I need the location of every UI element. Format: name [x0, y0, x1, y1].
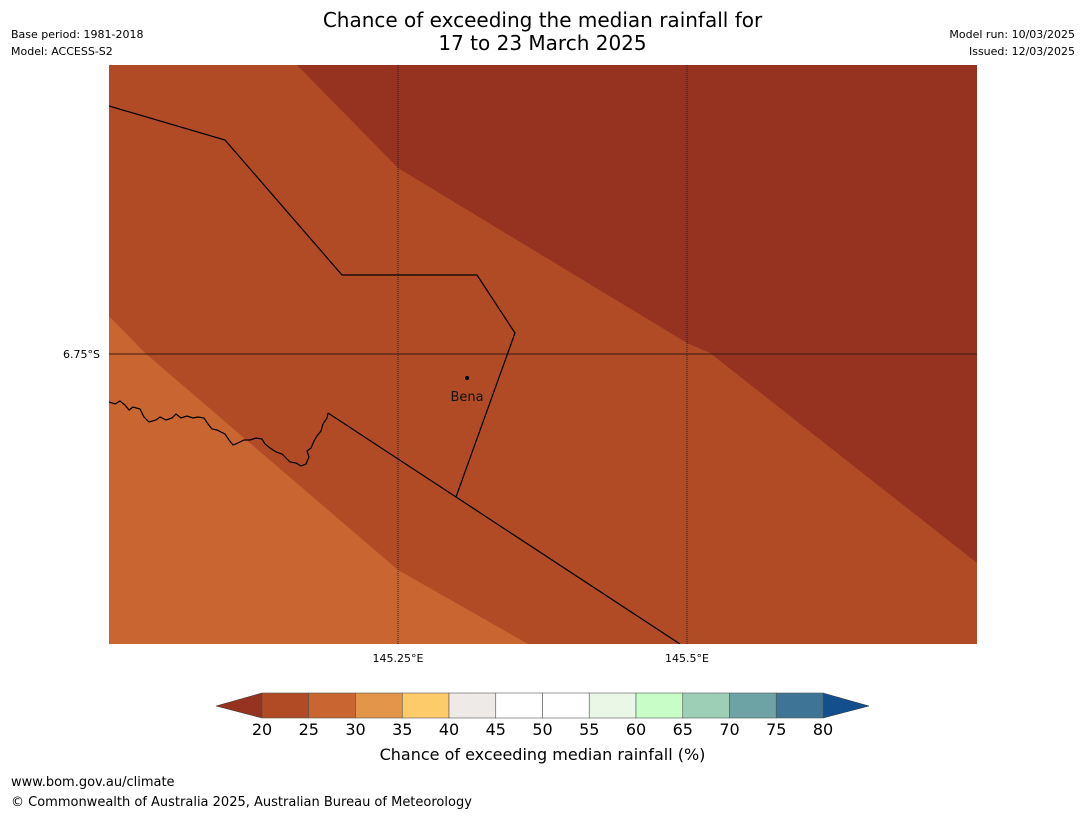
district-boundary-south — [327, 412, 681, 644]
colorbar-ticks: 20 25 30 35 40 45 50 55 60 65 70 75 80 — [252, 720, 833, 739]
colorbar-segment — [261, 692, 310, 719]
colorbar-over-arrow — [822, 692, 870, 719]
model-run: Model run: 10/03/2025 — [949, 28, 1075, 41]
colorbar-tick-label: 50 — [532, 720, 552, 739]
longitude-label-1: 145.25°E — [373, 652, 424, 665]
colorbar-segment — [495, 692, 543, 719]
footer-copyright: © Commonwealth of Australia 2025, Austra… — [11, 795, 472, 810]
colorbar-tick-label: 20 — [252, 720, 272, 739]
colorbar-segment — [635, 692, 684, 719]
footer-url[interactable]: www.bom.gov.au/climate — [11, 775, 175, 790]
colorbar-tick-label: 65 — [673, 720, 693, 739]
latitude-label: 6.75°S — [63, 348, 100, 361]
colorbar-tick-label: 40 — [439, 720, 459, 739]
colorbar-segment — [775, 692, 824, 719]
map-title-line2: 17 to 23 March 2025 — [438, 31, 647, 55]
colorbar-segment — [729, 692, 777, 719]
colorbar-segment — [401, 692, 450, 719]
colorbar-tick-label: 35 — [392, 720, 412, 739]
river-line — [109, 400, 329, 467]
map-title-line1: Chance of exceeding the median rainfall … — [322, 8, 763, 32]
colorbar-tick-label: 45 — [486, 720, 506, 739]
colorbar-segment — [308, 692, 356, 719]
colorbar-tick-label: 30 — [345, 720, 365, 739]
town-label: Bena — [450, 390, 483, 405]
colorbar-tick-label: 25 — [299, 720, 319, 739]
zone-30-to-35 — [109, 316, 528, 644]
town-marker — [465, 376, 469, 380]
zone-below-25 — [297, 65, 977, 563]
colorbar-under-arrow — [215, 692, 263, 719]
colorbar-segment — [355, 692, 403, 719]
district-boundary — [109, 105, 516, 498]
colorbar-label: Chance of exceeding median rainfall (%) — [379, 745, 706, 764]
colorbar-segment — [542, 692, 590, 719]
colorbar-tick-label: 70 — [719, 720, 739, 739]
map-zones — [109, 65, 977, 644]
model-name: Model: ACCESS-S2 — [11, 45, 113, 58]
colorbar-tick-label: 55 — [579, 720, 599, 739]
colorbar-segment — [588, 692, 637, 719]
longitude-label-2: 145.5°E — [665, 652, 709, 665]
issued-date: Issued: 12/03/2025 — [968, 45, 1075, 58]
colorbar-segment — [682, 692, 730, 719]
colorbar — [215, 692, 870, 719]
colorbar-tick-label: 75 — [766, 720, 786, 739]
colorbar-tick-label: 60 — [626, 720, 646, 739]
base-period: Base period: 1981-2018 — [11, 28, 144, 41]
colorbar-segment — [448, 692, 497, 719]
colorbar-tick-label: 80 — [813, 720, 833, 739]
